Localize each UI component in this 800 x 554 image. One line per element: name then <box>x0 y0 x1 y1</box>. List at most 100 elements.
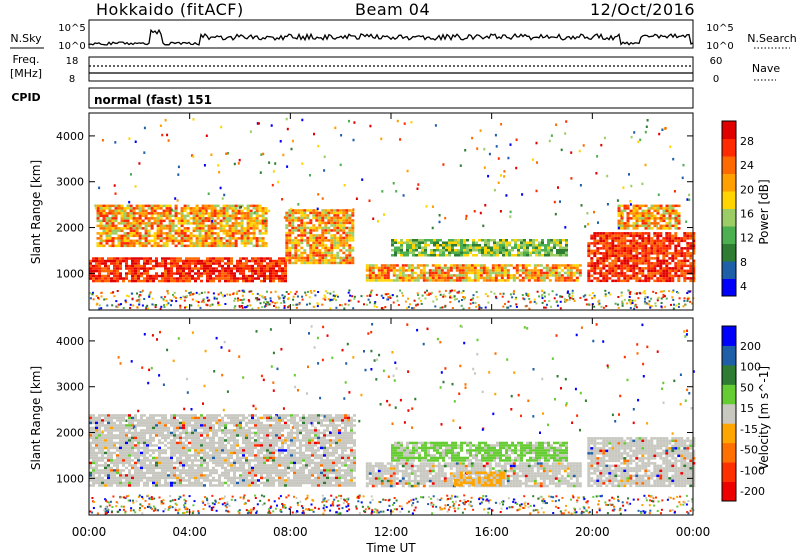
heatmap-cell <box>216 214 220 218</box>
heatmap-cell <box>123 212 127 215</box>
heatmap-cell <box>342 229 346 232</box>
heatmap-cell <box>131 441 134 445</box>
heatmap-cell <box>113 471 116 475</box>
heatmap-cell <box>677 219 681 223</box>
heatmap-cell <box>686 247 690 250</box>
heatmap-cell <box>656 264 660 268</box>
heatmap-cell <box>156 234 160 238</box>
heatmap-cell <box>653 207 657 210</box>
heatmap-cell <box>617 219 621 223</box>
heatmap-cell <box>692 267 696 270</box>
heatmap-cell <box>242 262 245 265</box>
heatmap-cell <box>424 254 427 257</box>
heatmap-cell <box>514 254 517 257</box>
heatmap-cell <box>644 259 648 263</box>
heatmap-cell <box>275 264 278 268</box>
heatmap-cell <box>391 294 394 297</box>
heatmap-cell <box>467 269 471 272</box>
heatmap-cell <box>140 267 143 270</box>
heatmap-cell <box>407 279 411 282</box>
heatmap-cell <box>689 252 693 255</box>
heatmap-cell <box>242 298 245 301</box>
heatmap-cell <box>126 225 129 229</box>
heatmap-cell <box>437 279 441 282</box>
heatmap-cell <box>108 217 112 220</box>
heatmap-cell <box>637 140 640 144</box>
heatmap-cell <box>143 126 146 130</box>
heatmap-cell <box>161 484 164 487</box>
heatmap-cell <box>668 234 672 238</box>
heatmap-cell <box>176 429 179 432</box>
heatmap-cell <box>188 264 191 268</box>
heatmap-cell <box>620 274 624 278</box>
heatmap-cell <box>650 247 654 250</box>
heatmap-cell <box>659 234 663 238</box>
heatmap-cell <box>263 279 266 283</box>
heatmap-cell <box>611 279 615 283</box>
heatmap-cell <box>155 456 158 460</box>
heatmap-cell <box>653 224 657 228</box>
heatmap-cell <box>231 224 235 228</box>
heatmap-cell <box>458 279 462 282</box>
heatmap-cell <box>449 266 453 270</box>
heatmap-cell <box>137 444 140 447</box>
heatmap-cell <box>297 239 301 242</box>
colorbar-segment <box>722 208 736 227</box>
heatmap-cell <box>249 239 253 243</box>
heatmap-cell <box>548 269 552 272</box>
heatmap-cell <box>559 246 562 249</box>
heatmap-cell <box>575 279 579 282</box>
heatmap-cell <box>662 262 666 265</box>
heatmap-cell <box>511 254 514 257</box>
heatmap-cell <box>662 237 666 240</box>
heatmap-cell <box>686 252 690 255</box>
heatmap-cell <box>398 266 402 270</box>
heatmap-cell <box>315 246 319 250</box>
heatmap-cell <box>123 244 127 248</box>
heatmap-cell <box>173 257 176 260</box>
heatmap-cell <box>638 219 642 223</box>
heatmap-cell <box>242 279 245 283</box>
heatmap-cell <box>626 302 629 305</box>
heatmap-cell <box>252 232 256 235</box>
heatmap-cell <box>164 474 167 477</box>
heatmap-cell <box>422 276 426 280</box>
heatmap-cell <box>371 271 375 275</box>
heatmap-cell <box>165 207 169 210</box>
heatmap-cell <box>104 474 107 477</box>
heatmap-cell <box>641 254 645 258</box>
heatmap-cell <box>164 264 167 268</box>
heatmap-cell <box>198 212 202 215</box>
heatmap-cell <box>99 209 103 213</box>
heatmap-cell <box>484 249 487 252</box>
heatmap-cell <box>650 214 654 218</box>
heatmap-cell <box>233 279 236 283</box>
heatmap-cell <box>590 237 594 240</box>
heatmap-cell <box>189 291 192 294</box>
heatmap-cell <box>242 274 245 278</box>
heatmap-cell <box>143 466 146 470</box>
heatmap-cell <box>560 264 564 267</box>
heatmap-cell <box>596 262 600 265</box>
heatmap-cell <box>155 277 158 280</box>
heatmap-cell <box>608 237 612 240</box>
heatmap-cell <box>126 232 130 235</box>
heatmap-cell <box>348 229 352 232</box>
heatmap-cell <box>203 269 206 273</box>
heatmap-cell <box>98 257 101 260</box>
heatmap-cell <box>641 237 645 240</box>
heatmap-cell <box>297 229 301 232</box>
heatmap-cell <box>668 239 672 243</box>
heatmap-cell <box>638 207 642 210</box>
heatmap-cell <box>659 247 663 250</box>
heatmap-cell <box>692 279 696 283</box>
heatmap-cell <box>264 296 267 299</box>
heatmap-cell <box>180 209 184 213</box>
heatmap-cell <box>189 209 193 213</box>
heatmap-cell <box>392 266 396 270</box>
heatmap-cell <box>345 214 349 217</box>
heatmap-cell <box>131 264 134 268</box>
heatmap-cell <box>113 277 116 280</box>
heatmap-cell <box>291 244 295 247</box>
heatmap-cell <box>254 262 257 265</box>
